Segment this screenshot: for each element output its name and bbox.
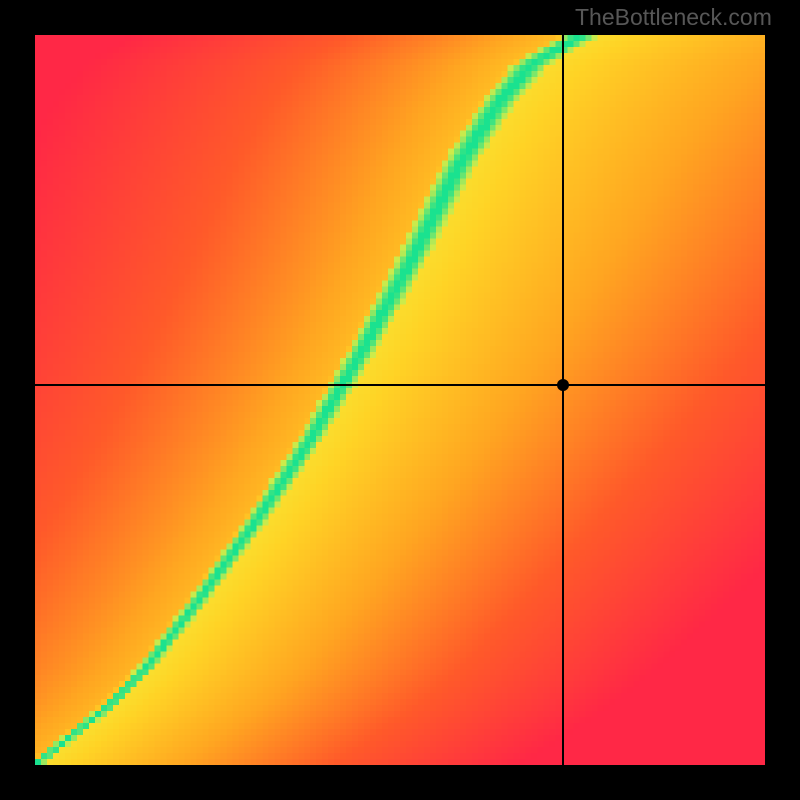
crosshair-horizontal	[35, 384, 765, 386]
bottleneck-heatmap	[35, 35, 765, 765]
watermark-text: TheBottleneck.com	[575, 4, 772, 31]
crosshair-vertical	[562, 35, 564, 765]
chart-container: TheBottleneck.com	[0, 0, 800, 800]
